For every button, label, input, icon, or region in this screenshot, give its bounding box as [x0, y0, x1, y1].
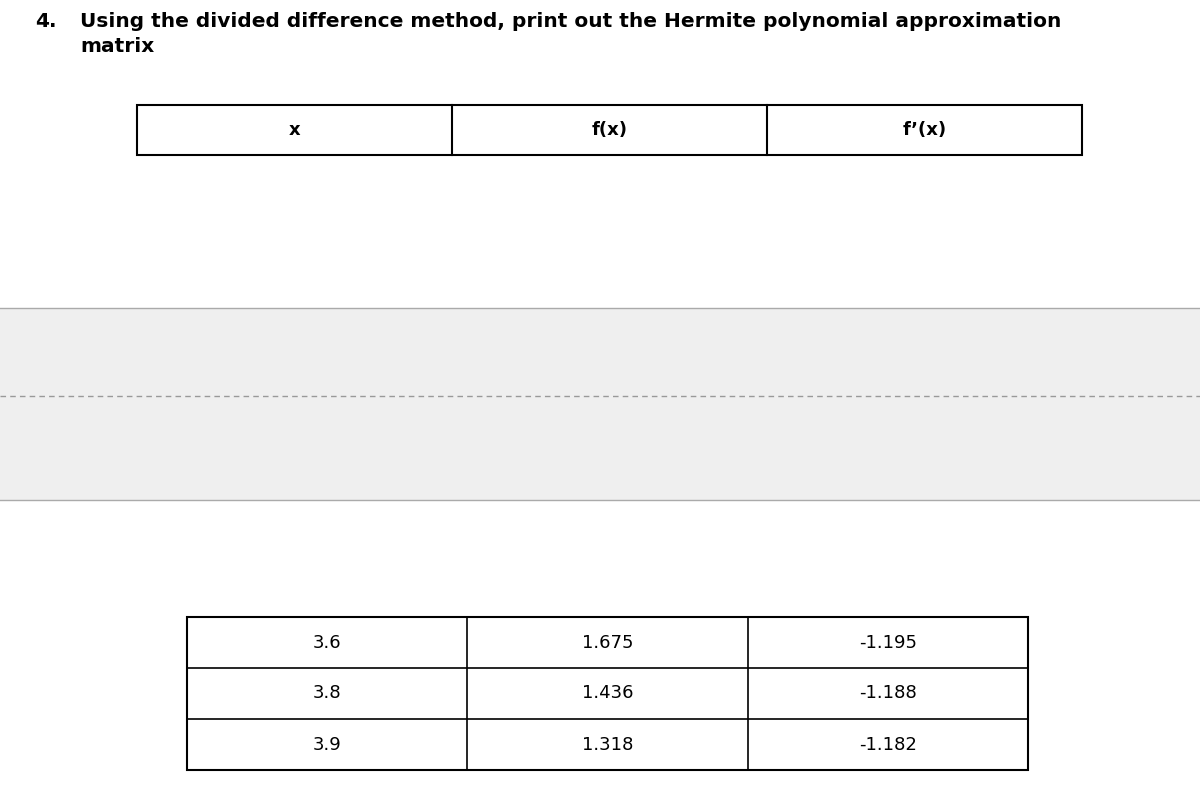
Text: x: x — [289, 121, 300, 139]
Text: 1.675: 1.675 — [582, 634, 634, 651]
Bar — [137, 105, 1082, 155]
Text: 3.9: 3.9 — [313, 735, 342, 754]
Text: -1.182: -1.182 — [859, 735, 917, 754]
Bar — [187, 617, 1028, 770]
Text: f’(x): f’(x) — [902, 121, 947, 139]
Text: 3.6: 3.6 — [313, 634, 342, 651]
Text: f(x): f(x) — [592, 121, 628, 139]
Text: Using the divided difference method, print out the Hermite polynomial approximat: Using the divided difference method, pri… — [80, 12, 1061, 56]
Text: 3.8: 3.8 — [313, 685, 342, 702]
Text: 1.318: 1.318 — [582, 735, 634, 754]
Text: 4.: 4. — [35, 12, 56, 31]
Text: -1.188: -1.188 — [859, 685, 917, 702]
Bar — [0, 308, 1200, 500]
Text: -1.195: -1.195 — [859, 634, 917, 651]
Text: 1.436: 1.436 — [582, 685, 634, 702]
